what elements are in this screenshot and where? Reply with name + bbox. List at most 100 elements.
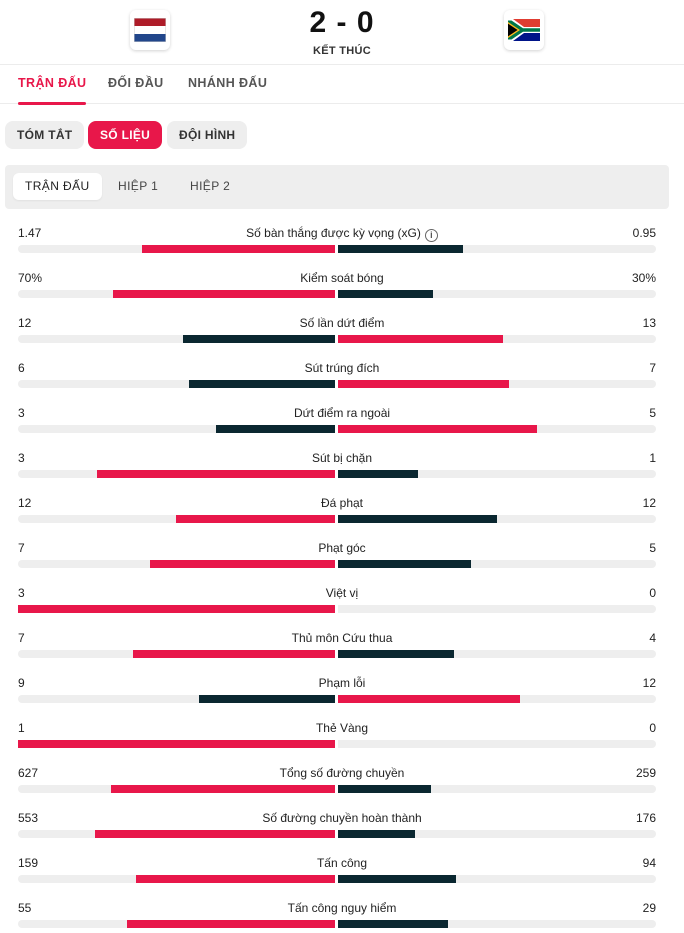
stat-away-value: 1: [649, 451, 656, 465]
stat-away-bar: [338, 515, 497, 523]
stat-row: 1.47 Số bàn thắng được kỳ vọng (xG) i 0.95: [0, 225, 684, 270]
period-second-half[interactable]: HIỆP 2: [190, 179, 231, 193]
stat-away-value: 259: [635, 766, 656, 780]
stat-away-value: 13: [642, 316, 656, 330]
stat-home-track: [18, 740, 335, 748]
stat-home-track: [18, 695, 335, 703]
stat-away-value: 176: [635, 811, 656, 825]
match-score: 2 - 0: [309, 6, 375, 39]
stat-away-value: 5: [649, 541, 656, 555]
stat-home-bar: [199, 695, 335, 703]
stat-home-bar: [216, 425, 335, 433]
stat-row: 12 Số lần dứt điểm 13: [0, 315, 684, 360]
stat-away-bar: [338, 695, 520, 703]
stat-label: Kiểm soát bóng: [0, 271, 684, 285]
stat-label-text: Thẻ Vàng: [315, 721, 369, 735]
stat-away-bar: [338, 380, 509, 388]
stat-home-bar: [127, 920, 335, 928]
netherlands-flag-icon[interactable]: [130, 10, 170, 50]
stat-home-value: 627: [18, 766, 39, 780]
south-africa-flag-icon[interactable]: [504, 10, 544, 50]
stat-row: 3 Việt vị 0: [0, 585, 684, 630]
stat-label-text: Việt vị: [325, 586, 359, 600]
stat-away-bar: [338, 650, 454, 658]
period-full-match[interactable]: TRẬN ĐẤU: [13, 173, 102, 200]
stat-home-track: [18, 380, 335, 388]
stat-home-track: [18, 830, 335, 838]
stat-home-bar: [18, 740, 335, 748]
stat-away-track: [338, 245, 656, 253]
sub-tabs: TÓM TẮT SỐ LIỆU ĐỘI HÌNH: [0, 104, 684, 162]
stat-row: 6 Sút trúng đích 7: [0, 360, 684, 405]
stat-home-bar: [183, 335, 335, 343]
info-icon[interactable]: i: [424, 229, 438, 242]
match-status: KẾT THÚC: [312, 45, 371, 57]
stat-row: 159 Tấn công 94: [0, 855, 684, 900]
stat-row: 1 Thẻ Vàng 0: [0, 720, 684, 765]
stat-label-text: Tấn công nguy hiểm: [287, 901, 397, 915]
tab-lineups[interactable]: ĐỘI HÌNH: [167, 121, 248, 149]
stat-away-value: 4: [649, 631, 656, 645]
stat-home-value: 159: [18, 856, 39, 870]
stat-away-track: [338, 920, 656, 928]
tab-statistics[interactable]: SỐ LIỆU: [88, 121, 163, 149]
stat-row: 12 Đá phạt 12: [0, 495, 684, 540]
main-tabs: TRẬN ĐẤU ĐỐI ĐẦU NHÁNH ĐẤU: [0, 64, 684, 105]
stat-label-text: Thủ môn Cứu thua: [291, 631, 393, 645]
stat-label: Phạm lỗi: [0, 676, 684, 690]
stat-label: Đá phạt: [0, 496, 684, 510]
stat-away-track: [338, 695, 656, 703]
stat-label-text: Dứt điểm ra ngoài: [293, 406, 391, 420]
stat-away-value: 12: [642, 496, 656, 510]
stat-away-value: 29: [642, 901, 656, 915]
stat-home-bar: [176, 515, 335, 523]
stat-home-value: 3: [18, 406, 25, 420]
stat-away-value: 0: [649, 586, 656, 600]
stat-label: Số đường chuyền hoàn thành: [0, 811, 684, 825]
stat-away-value: 0: [649, 721, 656, 735]
stat-home-bar: [136, 875, 335, 883]
stat-home-track: [18, 650, 335, 658]
stat-away-bar: [338, 560, 471, 568]
stat-label: Tấn công nguy hiểm: [0, 901, 684, 915]
stat-home-value: 3: [18, 451, 25, 465]
stat-home-track: [18, 560, 335, 568]
stat-home-bar: [142, 245, 335, 253]
stat-home-bar: [189, 380, 335, 388]
tab-bracket[interactable]: NHÁNH ĐẤU: [188, 76, 268, 90]
stat-home-value: 1.47: [18, 226, 42, 240]
stat-label-text: Số bàn thắng được kỳ vọng (xG): [246, 226, 421, 240]
stat-label-text: Phạm lỗi: [318, 676, 366, 690]
stat-away-bar: [338, 785, 431, 793]
stat-away-value: 0.95: [632, 226, 656, 240]
stat-row: 553 Số đường chuyền hoàn thành 176: [0, 810, 684, 855]
stat-home-track: [18, 920, 335, 928]
stat-label: Phạt góc: [0, 541, 684, 555]
stat-away-track: [338, 875, 656, 883]
tab-head-to-head[interactable]: ĐỐI ĐẦU: [108, 76, 164, 90]
stat-label: Thủ môn Cứu thua: [0, 631, 684, 645]
tab-match[interactable]: TRẬN ĐẤU: [18, 76, 87, 105]
stat-home-bar: [18, 605, 335, 613]
stat-home-track: [18, 875, 335, 883]
stat-label-text: Đá phạt: [320, 496, 364, 510]
stat-home-bar: [95, 830, 335, 838]
stat-label: Tấn công: [0, 856, 684, 870]
stat-home-track: [18, 605, 335, 613]
stat-away-track: [338, 515, 656, 523]
stat-away-track: [338, 560, 656, 568]
stat-away-value: 94: [642, 856, 656, 870]
stat-away-track: [338, 470, 656, 478]
stat-label: Tổng số đường chuyền: [0, 766, 684, 780]
stat-home-track: [18, 515, 335, 523]
period-first-half[interactable]: HIỆP 1: [118, 179, 159, 193]
stat-away-value: 12: [642, 676, 656, 690]
stat-label: Số bàn thắng được kỳ vọng (xG) i: [0, 226, 684, 242]
stat-row: 627 Tổng số đường chuyền 259: [0, 765, 684, 810]
tab-summary[interactable]: TÓM TẮT: [5, 121, 85, 149]
match-header: 2 - 0 KẾT THÚC: [0, 0, 684, 64]
stat-away-track: [338, 380, 656, 388]
stat-label-text: Kiểm soát bóng: [300, 271, 384, 285]
stat-away-value: 5: [649, 406, 656, 420]
stat-home-track: [18, 245, 335, 253]
